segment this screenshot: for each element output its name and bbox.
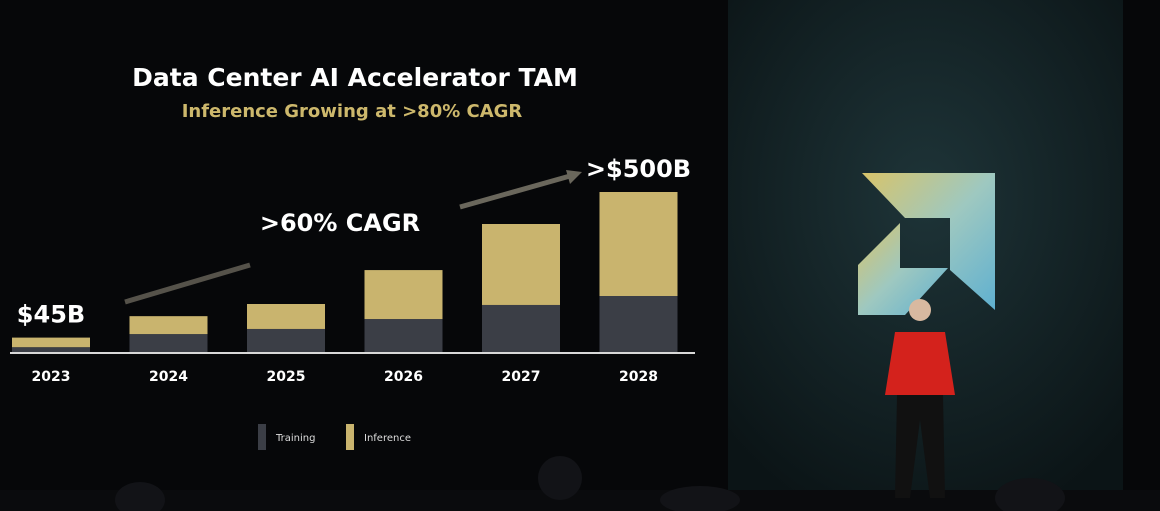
- x-tick-label: 2026: [384, 369, 423, 385]
- x-tick-label: 2025: [267, 369, 306, 385]
- chart-subtitle: Inference Growing at >80% CAGR: [182, 101, 523, 122]
- bar-segment: [129, 334, 208, 352]
- bar-segment: [364, 319, 443, 352]
- x-tick-label: 2023: [32, 369, 71, 385]
- value-annotation: $45B: [17, 301, 85, 329]
- legend-swatch: [346, 424, 354, 450]
- bar-segment: [599, 296, 678, 352]
- trend-arrow: [459, 173, 571, 210]
- logo-top: [862, 173, 995, 310]
- stage-floor: [0, 490, 1160, 511]
- bar-segment: [247, 304, 325, 329]
- bar-segment: [364, 270, 443, 320]
- legend-label: Inference: [364, 433, 411, 444]
- presenter: [885, 299, 955, 498]
- legend-swatch: [258, 424, 266, 450]
- x-tick-label: 2024: [149, 369, 188, 385]
- bar-segment: [247, 328, 325, 352]
- trend-arrow: [124, 262, 251, 305]
- bar-segment: [129, 316, 208, 335]
- audience: [115, 456, 1065, 511]
- bar-segment: [12, 337, 90, 348]
- bar-segment: [599, 192, 678, 296]
- bar-segment: [12, 347, 90, 352]
- x-tick-label: 2028: [619, 369, 658, 385]
- legend-label: Training: [275, 433, 315, 444]
- bar-segment: [482, 224, 560, 305]
- cagr-annotation: >60% CAGR: [260, 209, 420, 237]
- logo-bottom: [858, 223, 948, 315]
- x-tick-label: 2027: [502, 369, 541, 385]
- arrow-head: [566, 170, 582, 184]
- chart-title: Data Center AI Accelerator TAM: [132, 63, 578, 92]
- bar-segment: [482, 304, 560, 352]
- value-annotation: >$500B: [586, 155, 691, 183]
